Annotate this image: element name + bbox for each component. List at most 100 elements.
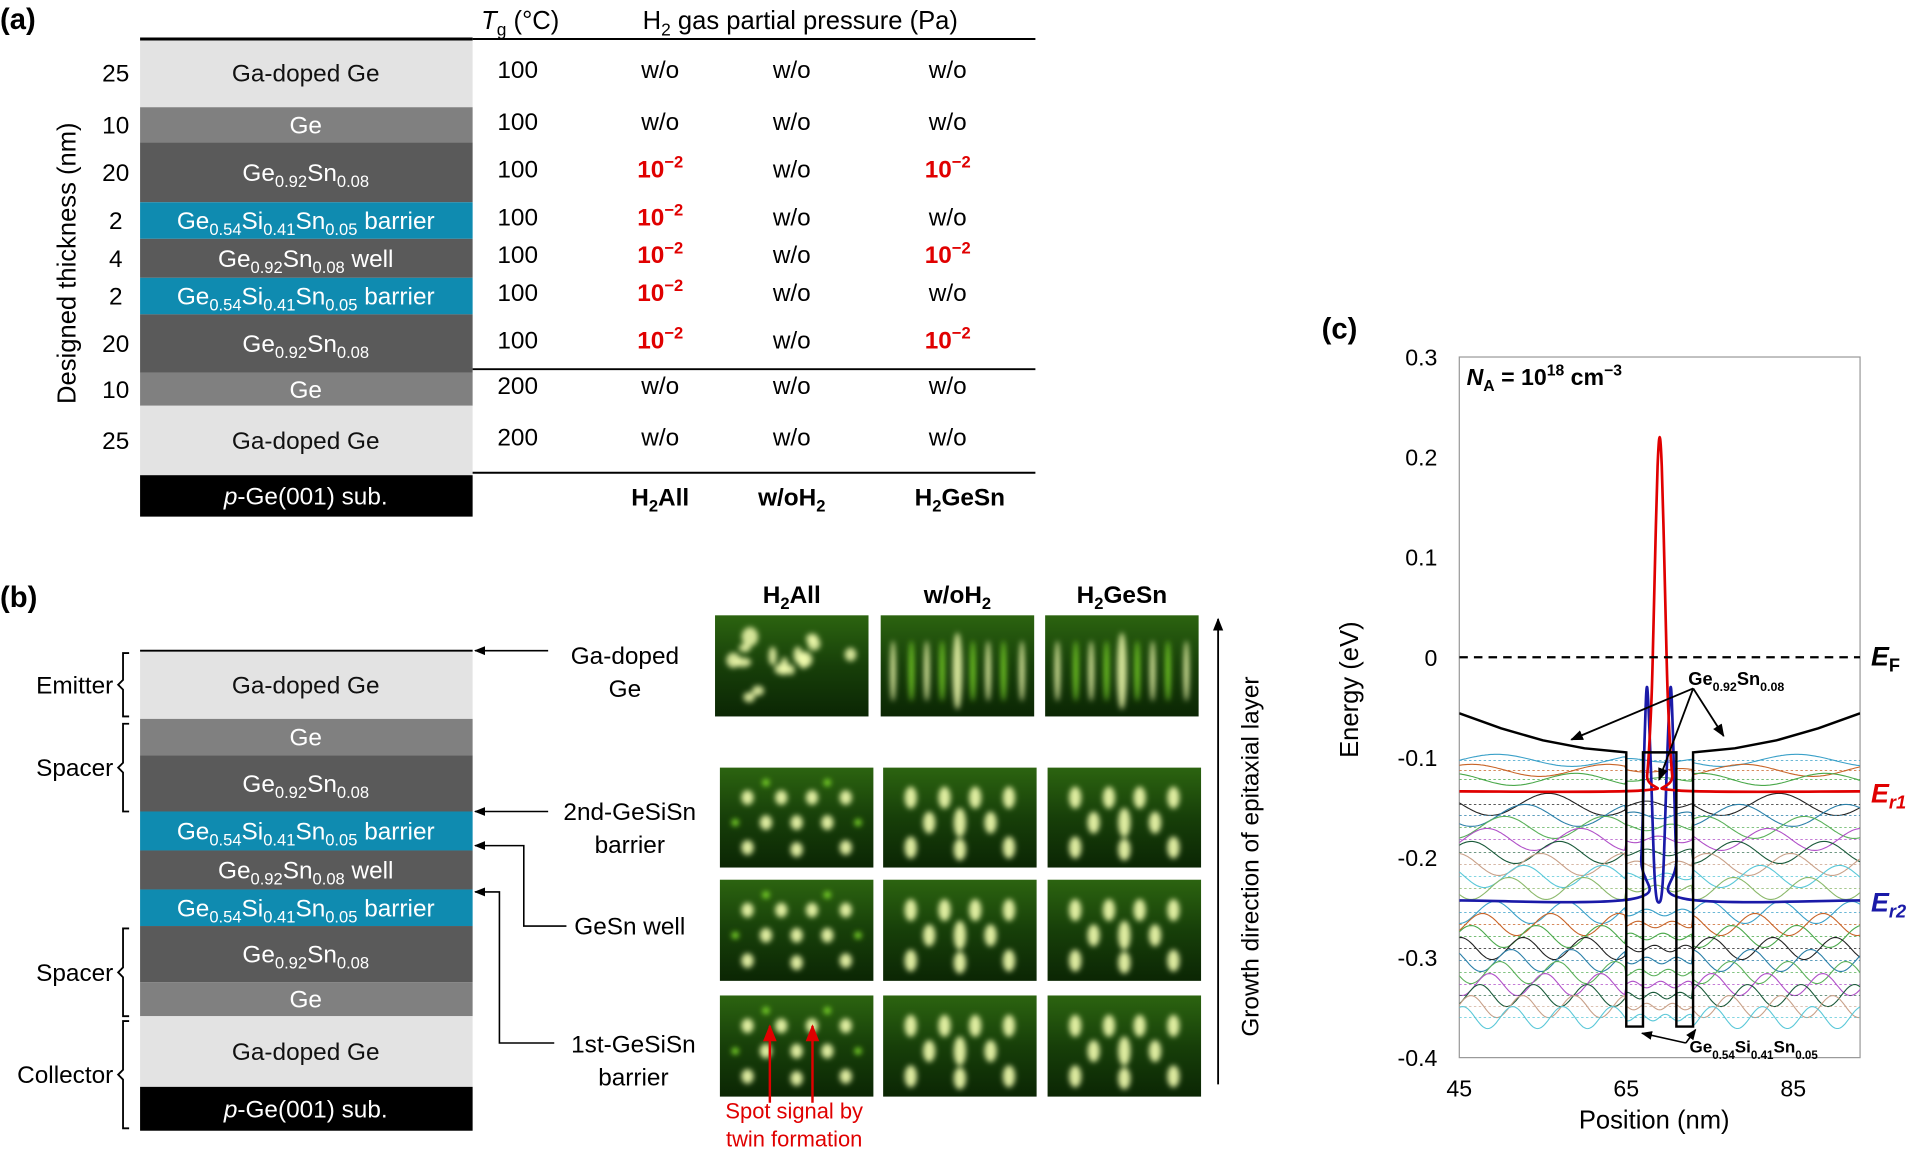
pressure-cell: w/o xyxy=(772,242,811,269)
layer-label: Ge0.92Sn0.08 xyxy=(242,331,369,362)
pressure-cell: 10−2 xyxy=(637,201,683,232)
sample-name-part: All xyxy=(658,485,689,512)
y-axis-label: Designed thickness (nm) xyxy=(54,122,82,404)
layer-label-part: Sn xyxy=(295,895,325,922)
callout-label: 2nd-GeSiSn xyxy=(563,799,696,826)
substrate-label: p-Ge(001) sub. xyxy=(223,483,388,510)
pressure-cell: 10−2 xyxy=(925,238,971,269)
layer-label: Ge xyxy=(289,112,321,139)
layer-label: Ge0.92Sn0.08 xyxy=(242,771,369,802)
barrier-annotation-part: 0.54 xyxy=(1712,1050,1735,1062)
layer-label-part: Ga-doped Ge xyxy=(232,672,380,699)
layer-gesn xyxy=(140,926,473,983)
layer-label-part: Sn xyxy=(295,819,325,846)
resonance-level-label-part: E xyxy=(1871,887,1890,917)
layer-label-part: 0.54 xyxy=(209,907,241,926)
thickness-value: 25 xyxy=(102,61,129,88)
subband-wavefunction xyxy=(1459,936,1861,961)
pressure-cell-part: w/o xyxy=(772,109,811,136)
rheed-column-header-part: 2 xyxy=(780,594,789,613)
pressure-cell: w/o xyxy=(928,424,967,451)
layer-label-part: Ge xyxy=(242,160,274,187)
tg-header-part: T xyxy=(481,7,499,35)
callout-arrow xyxy=(473,887,555,1044)
layer-label: Ga-doped Ge xyxy=(232,1039,380,1066)
subband-wavefunction xyxy=(1459,900,1861,925)
pressure-cell: w/o xyxy=(928,109,967,136)
subband-wavefunction xyxy=(1459,994,1861,1019)
layer-label-part: Ge xyxy=(289,377,321,404)
layer-label-part: Si xyxy=(242,284,264,311)
valence-band-edge xyxy=(1459,712,1861,1028)
barrier-annotation-part: Sn xyxy=(1773,1038,1795,1057)
pressure-cell-part: w/o xyxy=(928,424,967,451)
pressure-cell: w/o xyxy=(640,373,679,400)
layer-doped xyxy=(140,38,473,108)
doping-annotation-part: 18 xyxy=(1547,362,1565,379)
well-annotation: Ge0.92Sn0.08 xyxy=(1688,668,1784,694)
sample-name-part: w/oH xyxy=(757,485,816,512)
pressure-cell-part: w/o xyxy=(928,109,967,136)
sample-name-part: GeSn xyxy=(941,485,1005,512)
layer-label-part: 0.41 xyxy=(263,831,295,850)
layer-label-part: 0.92 xyxy=(275,783,307,802)
rheed-image xyxy=(1045,615,1199,717)
thickness-value: 2 xyxy=(109,284,123,311)
rheed-image xyxy=(1047,879,1202,981)
layer-label-part: barrier xyxy=(357,208,434,235)
layer-label-part: 0.41 xyxy=(263,296,295,315)
layer-label-part: Ge xyxy=(242,331,274,358)
layer-label: Ge xyxy=(289,987,321,1014)
layer-barrier xyxy=(140,811,473,851)
pressure-cell: w/o xyxy=(772,280,811,307)
rheed-image xyxy=(719,995,874,1097)
layer-label-part: Ge xyxy=(242,942,274,969)
pressure-cell: w/o xyxy=(928,373,967,400)
substrate-label-part: p xyxy=(223,1096,238,1123)
rheed-image xyxy=(880,615,1035,717)
callout-label: 1st-GeSiSn xyxy=(571,1032,696,1059)
twin-note: twin formation xyxy=(726,1127,862,1149)
pressure-cell: w/o xyxy=(772,204,811,231)
layer-label-part: 0.05 xyxy=(325,220,357,239)
layer-label: Ge0.92Sn0.08 xyxy=(242,160,369,191)
barrier-annotation: Ge0.54Si0.41Sn0.05 xyxy=(1690,1038,1819,1062)
pressure-cell-part: 10 xyxy=(637,204,664,231)
callout-label: Ge xyxy=(609,676,641,703)
sample-name: H2All xyxy=(631,485,689,516)
subband-wavefunction xyxy=(1459,815,1861,839)
layer-label-part: 0.92 xyxy=(275,172,307,191)
sample-name: w/oH2 xyxy=(757,485,825,516)
doping-annotation-part: −3 xyxy=(1604,362,1622,379)
layer-label-part: barrier xyxy=(357,895,434,922)
growth-temp-value: 100 xyxy=(497,156,538,183)
layer-label-part: Si xyxy=(242,208,264,235)
layer-label-part: barrier xyxy=(357,284,434,311)
layer-label-part: Sn xyxy=(307,942,337,969)
layer-label-part: Ga-doped Ge xyxy=(232,61,380,88)
pressure-cell: w/o xyxy=(772,109,811,136)
region-bracket xyxy=(116,1020,130,1130)
y-tick-label: -0.2 xyxy=(1398,845,1438,871)
subband-wavefunction xyxy=(1459,803,1861,827)
layer-label: Ge xyxy=(289,725,321,752)
growth-temp-value: 100 xyxy=(497,327,538,354)
layer-label-part: Ge xyxy=(242,771,274,798)
pressure-cell-part: w/o xyxy=(640,373,679,400)
plot-area xyxy=(1458,356,1861,1059)
layer-label-part: Ge xyxy=(218,858,250,885)
pressure-cell: 10−2 xyxy=(637,153,683,184)
layer-doped xyxy=(140,650,473,719)
layer-gesn xyxy=(140,142,473,203)
layer-label-part: Sn xyxy=(307,331,337,358)
pressure-cell-part: w/o xyxy=(640,109,679,136)
layer-ge xyxy=(140,982,473,1017)
pressure-cell-part: w/o xyxy=(772,280,811,307)
sample-name: H2GeSn xyxy=(915,485,1005,516)
region-bracket xyxy=(116,652,130,718)
layer-barrier xyxy=(140,889,473,927)
layer-label-part: 0.08 xyxy=(313,870,345,889)
pressure-cell-part: w/o xyxy=(928,280,967,307)
layer-label: Ge xyxy=(289,377,321,404)
barrier-annotation-part: Ge xyxy=(1690,1038,1713,1057)
